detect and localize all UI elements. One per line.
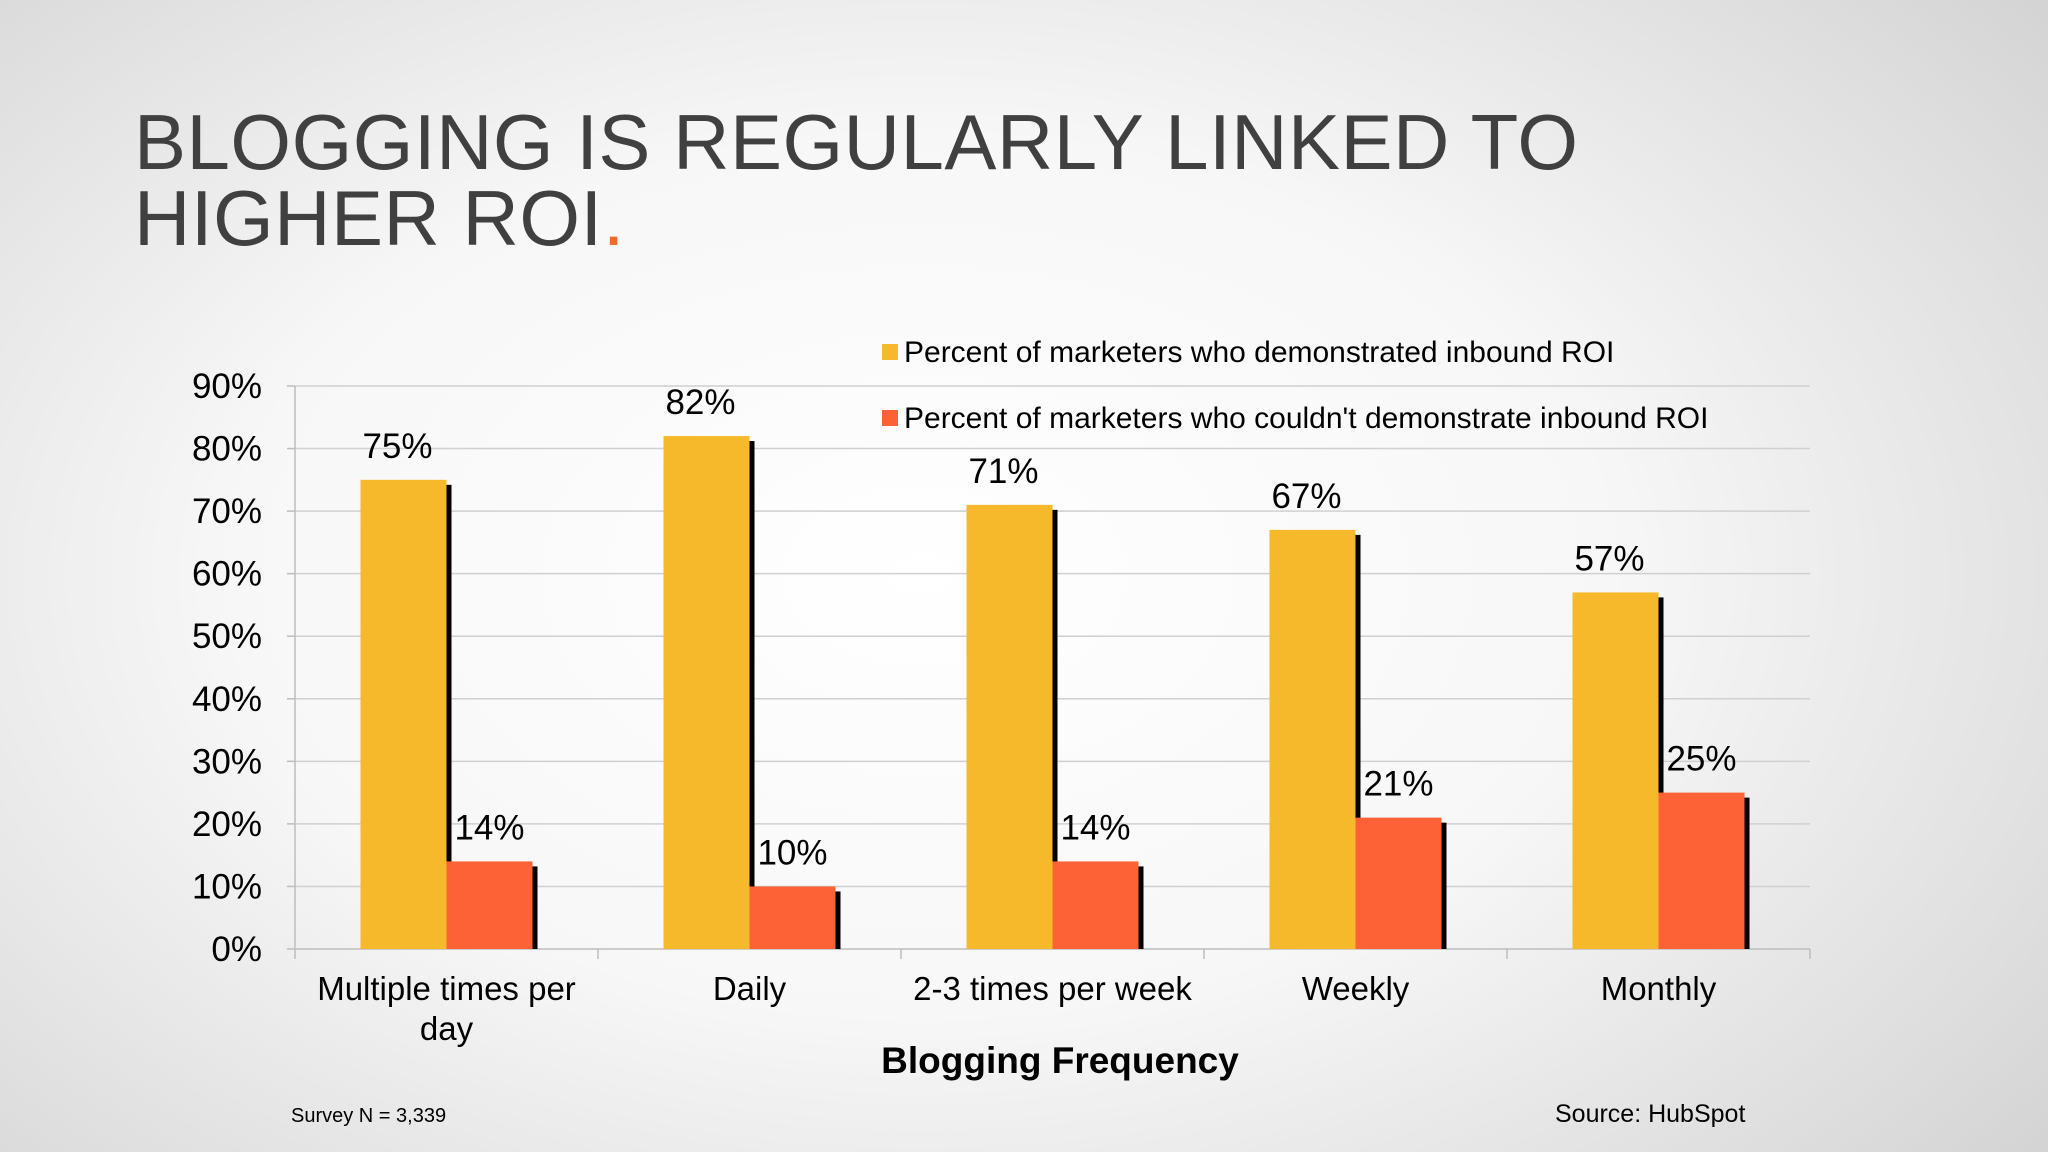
slide-title-line-2-text: HIGHER ROI [134, 174, 603, 263]
slide-title-line-1: BLOGGING IS REGULARLY LINKED TO [134, 98, 1579, 186]
data-label: 71% [968, 452, 1038, 491]
bar-series-2 [446, 861, 533, 949]
survey-note: Survey N = 3,339 [291, 1105, 447, 1127]
data-label: 25% [1666, 740, 1736, 779]
y-tick-label: 40% [192, 680, 262, 719]
y-tick-label: 70% [192, 492, 262, 531]
data-label: 67% [1271, 477, 1341, 516]
x-tick-label: Multiple times per [317, 970, 576, 1007]
data-label: 75% [362, 427, 432, 466]
bar-series-1 [966, 504, 1053, 949]
bar-series-2 [1658, 792, 1745, 949]
x-tick-label: Monthly [1601, 970, 1717, 1007]
legend-label: Percent of marketers who demonstrated in… [904, 336, 1614, 369]
bar-series-2 [1355, 817, 1442, 949]
legend-label: Percent of marketers who couldn't demons… [904, 402, 1708, 435]
x-tick-label: day [420, 1010, 474, 1047]
y-tick-label: 30% [192, 742, 262, 781]
bar-series-1 [1269, 529, 1356, 949]
slide-title: BLOGGING IS REGULARLY LINKED TO HIGHER R… [134, 98, 1579, 258]
x-tick-label: Weekly [1302, 970, 1410, 1007]
bar-series-2 [749, 886, 836, 949]
title-accent-period: . [602, 174, 625, 263]
data-label: 14% [454, 808, 524, 847]
data-label: 14% [1060, 808, 1130, 847]
slide-title-line-2: HIGHER ROI. [134, 179, 1579, 257]
x-tick-label: 2-3 times per week [913, 970, 1192, 1007]
bar-series-1 [663, 436, 750, 949]
source-note: Source: HubSpot [1555, 1100, 1746, 1128]
bar-series-2 [1052, 861, 1139, 949]
y-tick-label: 60% [192, 555, 262, 594]
y-tick-label: 10% [192, 867, 262, 906]
y-tick-label: 80% [192, 430, 262, 469]
y-tick-label: 90% [192, 367, 262, 406]
data-label: 21% [1363, 765, 1433, 804]
data-label: 10% [757, 833, 827, 872]
bar-series-1 [360, 479, 447, 949]
y-tick-label: 0% [211, 930, 262, 969]
y-tick-label: 20% [192, 805, 262, 844]
data-label: 82% [665, 383, 735, 422]
data-label: 57% [1574, 539, 1644, 578]
x-axis-title: Blogging Frequency [881, 1040, 1239, 1081]
y-tick-label: 50% [192, 617, 262, 656]
legend-swatch [882, 344, 898, 360]
legend-swatch [882, 410, 898, 426]
x-tick-label: Daily [713, 970, 787, 1007]
bar-series-1 [1572, 592, 1659, 949]
